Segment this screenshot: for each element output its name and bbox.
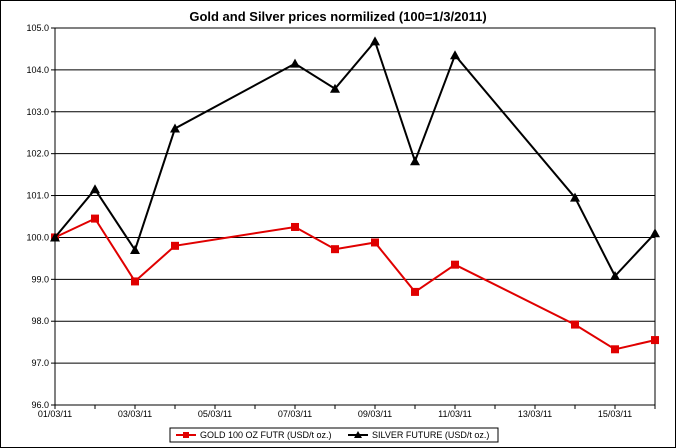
series-gold bbox=[51, 214, 659, 354]
x-axis: 01/03/11 03/03/11 05/03/11 07/03/11 09/03/11… bbox=[38, 405, 656, 419]
data-point-triangle bbox=[650, 228, 660, 238]
x-tick-label: 09/03/11 bbox=[358, 409, 392, 419]
data-point-triangle bbox=[290, 58, 300, 68]
data-point-square bbox=[451, 260, 459, 269]
x-tick-label: 05/03/11 bbox=[198, 409, 232, 419]
chart-title: Gold and Silver prices normilized (100=1… bbox=[189, 9, 486, 24]
y-tick-label: 100.0 bbox=[26, 232, 49, 242]
series-silver bbox=[50, 36, 660, 280]
y-tick-label: 105.0 bbox=[26, 23, 49, 33]
data-point-square bbox=[331, 245, 339, 254]
x-tick-label: 13/03/11 bbox=[518, 409, 552, 419]
series-line bbox=[54, 217, 656, 351]
data-point-triangle bbox=[130, 245, 140, 255]
y-tick-label: 102.0 bbox=[26, 149, 49, 159]
legend: GOLD 100 OZ FUTR (USD/t oz.) SILVER FUTUR… bbox=[169, 427, 499, 443]
legend-marker-square bbox=[183, 432, 189, 438]
y-tick-label: 96.0 bbox=[31, 400, 49, 410]
data-point-triangle bbox=[50, 232, 60, 242]
x-tick-label: 03/03/11 bbox=[118, 409, 152, 419]
y-axis: 96.0 97.0 98.0 99.0 100.0 101.0 102.0 103.0 104.… bbox=[26, 23, 55, 410]
data-point-triangle bbox=[90, 184, 100, 194]
data-point-square bbox=[171, 241, 179, 250]
y-tick-label: 103.0 bbox=[26, 107, 49, 117]
data-point-triangle bbox=[330, 83, 340, 93]
y-tick-label: 101.0 bbox=[26, 191, 49, 201]
legend-label: SILVER FUTURE (USD/t oz.) bbox=[372, 430, 489, 440]
data-point-square bbox=[131, 277, 139, 286]
data-point-triangle bbox=[170, 123, 180, 133]
data-point-square bbox=[91, 214, 99, 223]
data-point-square bbox=[291, 222, 299, 231]
x-tick-label: 11/03/11 bbox=[438, 409, 472, 419]
data-point-square bbox=[571, 320, 579, 329]
legend-marker-triangle bbox=[354, 431, 362, 438]
data-point-square bbox=[411, 287, 419, 296]
data-point-square bbox=[651, 336, 659, 345]
x-tick-label: 01/03/11 bbox=[38, 409, 72, 419]
y-tick-label: 97.0 bbox=[31, 358, 49, 368]
plot-area bbox=[54, 27, 656, 406]
data-point-square bbox=[611, 345, 619, 354]
legend-box bbox=[169, 427, 499, 443]
series-layer bbox=[50, 36, 660, 354]
gridlines bbox=[55, 27, 655, 406]
y-tick-label: 98.0 bbox=[31, 316, 49, 326]
data-point-triangle bbox=[570, 192, 580, 202]
data-point-triangle bbox=[410, 156, 420, 166]
data-point-triangle bbox=[610, 270, 620, 280]
data-point-triangle bbox=[450, 50, 460, 60]
y-tick-label: 99.0 bbox=[31, 274, 49, 284]
x-tick-label: 15/03/11 bbox=[598, 409, 632, 419]
y-tick-label: 104.0 bbox=[26, 65, 49, 75]
x-tick-label: 07/03/11 bbox=[278, 409, 312, 419]
legend-label: GOLD 100 OZ FUTR (USD/t oz.) bbox=[200, 430, 332, 440]
data-point-triangle bbox=[370, 36, 380, 46]
data-point-square bbox=[371, 238, 379, 247]
series-line bbox=[54, 39, 656, 278]
